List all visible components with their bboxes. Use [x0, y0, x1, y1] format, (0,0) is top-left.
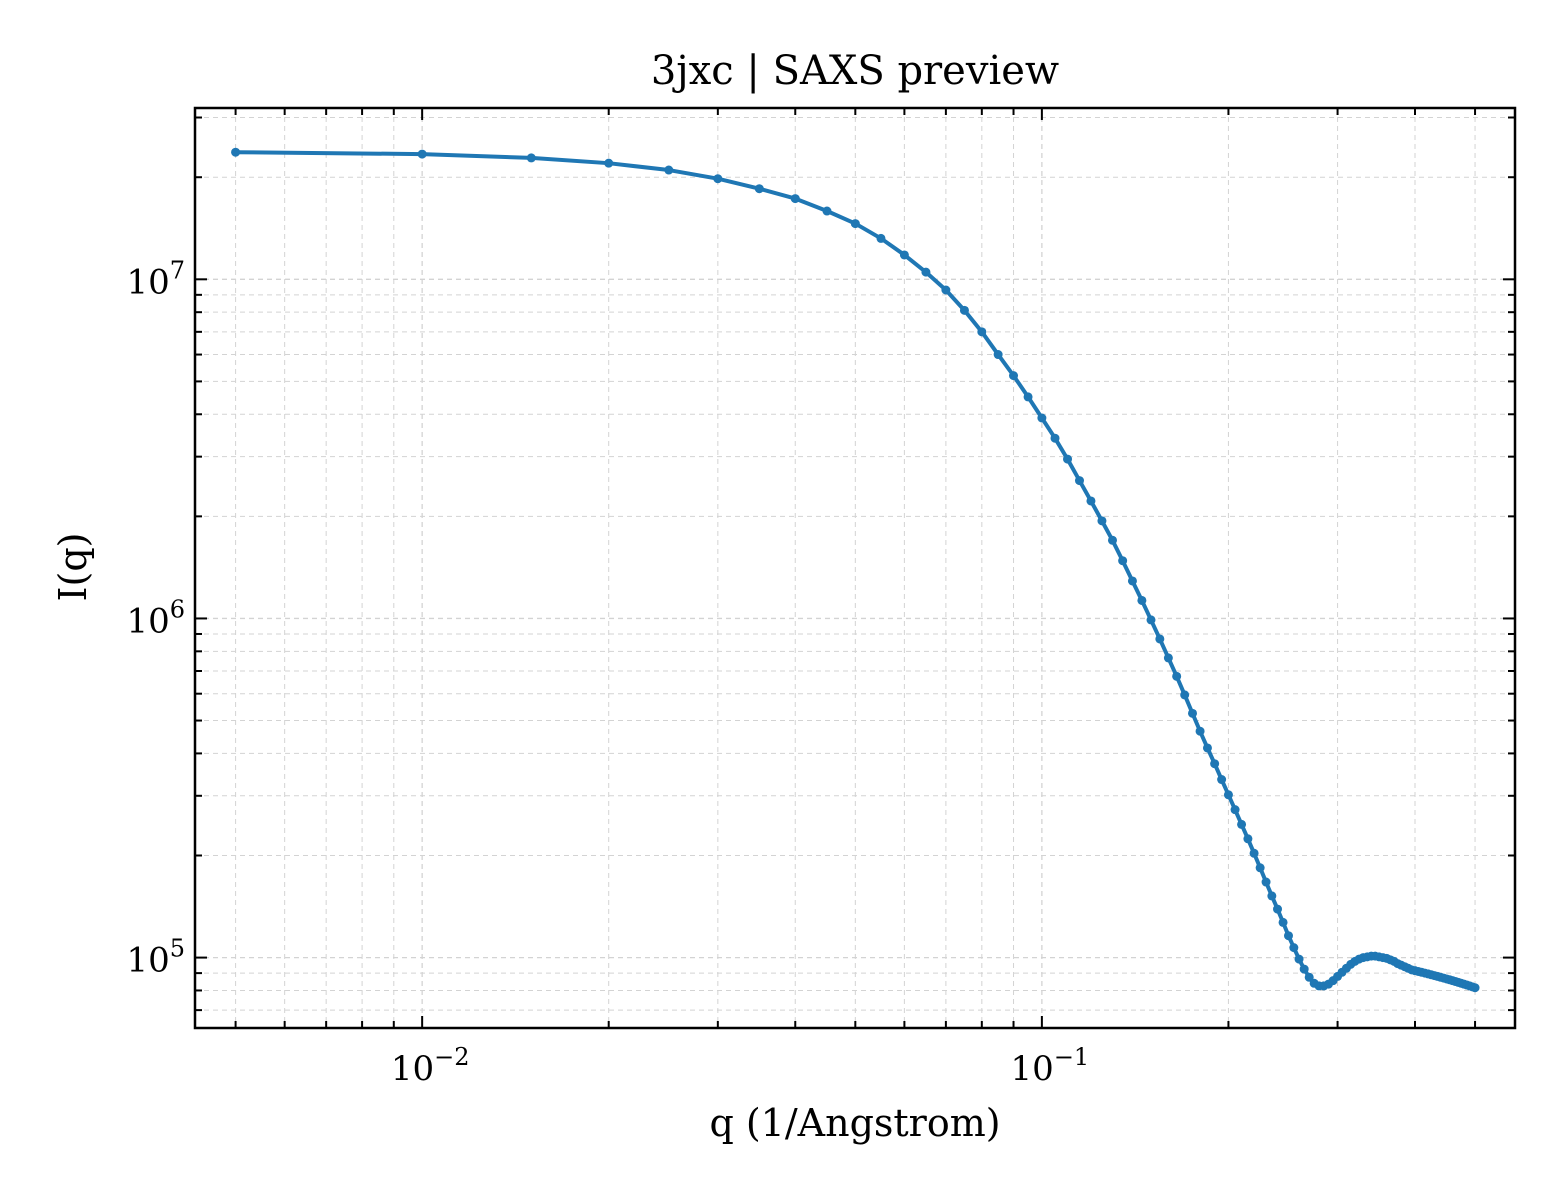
data-point: [941, 285, 951, 295]
data-point: [1195, 726, 1205, 736]
data-point: [822, 206, 832, 216]
data-point: [1255, 863, 1265, 873]
data-point: [1086, 496, 1096, 506]
data-point: [1155, 634, 1165, 644]
data-point: [1299, 964, 1309, 974]
data-point: [231, 147, 241, 157]
data-point: [1146, 615, 1156, 625]
x-tick-label: 10−1: [1011, 1043, 1090, 1089]
data-point: [1267, 891, 1277, 901]
data-point: [790, 194, 800, 204]
plot-frame: [193, 106, 1517, 1030]
data-point: [899, 250, 909, 260]
data-point: [1261, 877, 1271, 887]
x-tick-label: 10−2: [391, 1043, 470, 1089]
data-point: [1243, 834, 1253, 844]
data-point: [1304, 972, 1314, 982]
chart-title: 3jxc | SAXS preview: [651, 48, 1059, 94]
data-point: [664, 165, 674, 175]
data-point: [921, 267, 931, 277]
data-point: [754, 184, 764, 194]
data-point: [1283, 931, 1293, 941]
y-axis-label: I(q): [51, 533, 95, 602]
data-point: [993, 350, 1003, 360]
data-point: [850, 219, 860, 229]
x-axis-label: q (1/Angstrom): [709, 1101, 1000, 1145]
data-point: [1172, 671, 1182, 681]
data-point: [1180, 690, 1190, 700]
data-point: [526, 153, 536, 163]
data-point: [1289, 943, 1299, 953]
data-point: [1074, 476, 1084, 486]
y-tick-label: 105: [126, 935, 185, 981]
data-point: [1063, 454, 1073, 464]
data-point: [1230, 805, 1240, 815]
data-point: [1294, 954, 1304, 964]
y-tick-label: 107: [126, 256, 185, 302]
data-point: [417, 149, 427, 159]
data-point: [1278, 917, 1288, 927]
data-point: [1009, 371, 1019, 381]
data-point: [1137, 595, 1147, 605]
data-point: [1050, 433, 1060, 443]
data-point: [1217, 775, 1227, 785]
data-point: [1127, 576, 1137, 586]
data-point: [876, 233, 886, 243]
y-tick-label: 106: [126, 595, 185, 641]
data-point: [977, 327, 987, 337]
data-point: [1107, 535, 1117, 545]
data-point: [1037, 413, 1047, 423]
data-point: [1097, 516, 1107, 526]
data-point: [1118, 556, 1128, 566]
series-layer: [231, 147, 1480, 993]
data-point: [1470, 983, 1480, 993]
data-point: [604, 158, 614, 168]
data-point: [1023, 392, 1033, 402]
data-point: [1249, 848, 1259, 858]
data-point: [1237, 819, 1247, 829]
data-point: [1210, 759, 1220, 769]
data-point: [1163, 653, 1173, 663]
data-point: [1202, 743, 1212, 753]
data-point: [959, 305, 969, 315]
data-point: [1223, 790, 1233, 800]
data-point: [1273, 904, 1283, 914]
data-point: [1187, 708, 1197, 718]
data-point: [713, 174, 723, 184]
